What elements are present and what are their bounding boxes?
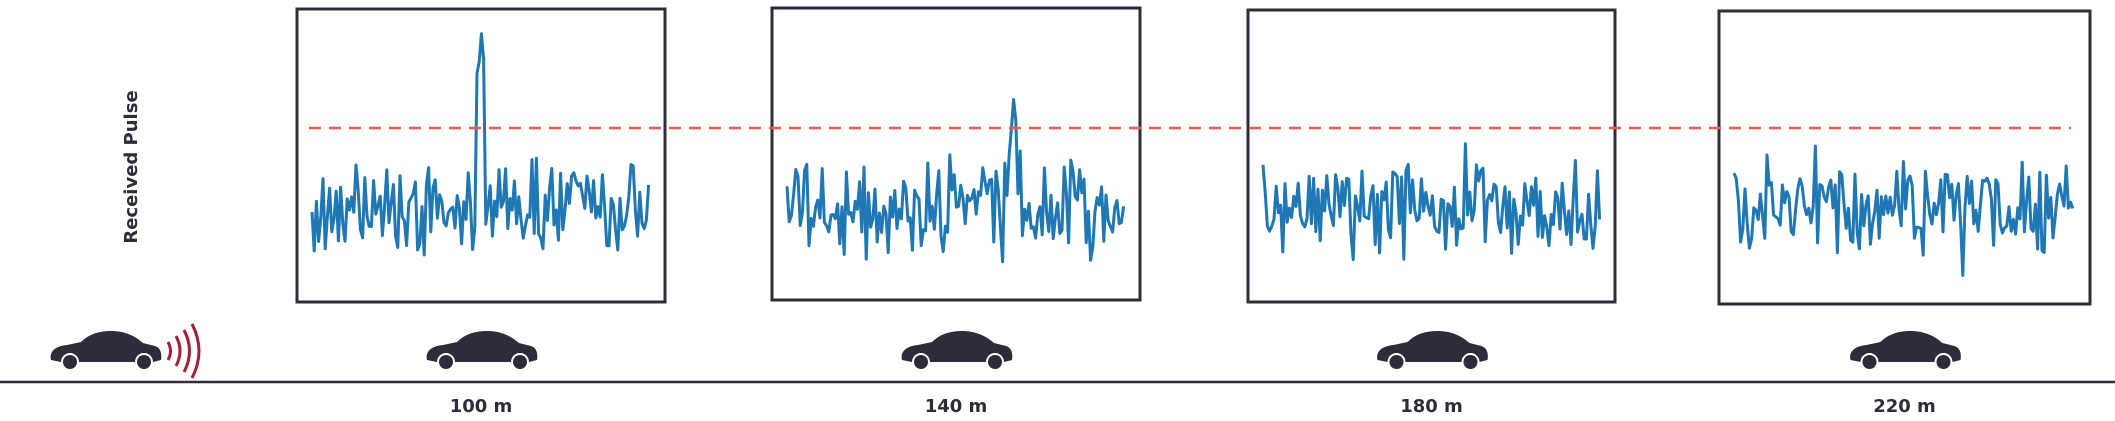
signal-trace bbox=[1732, 144, 2075, 277]
target-cars bbox=[426, 331, 1961, 369]
plot-frame bbox=[1717, 9, 2092, 306]
signal-trace bbox=[310, 32, 651, 257]
distance-labels: 100 m 140 m 180 m 220 m bbox=[450, 396, 1936, 417]
target-car bbox=[1377, 331, 1488, 369]
signal-trace bbox=[785, 98, 1126, 264]
y-axis-label: Received Pulse bbox=[121, 90, 142, 243]
distance-label: 100 m bbox=[450, 396, 513, 417]
target-car bbox=[901, 331, 1013, 369]
target-car bbox=[426, 331, 538, 369]
source-car bbox=[50, 331, 162, 369]
signal-trace bbox=[1261, 142, 1602, 262]
distance-label: 180 m bbox=[1400, 396, 1463, 417]
distance-label: 140 m bbox=[925, 396, 988, 417]
signal-waves bbox=[166, 323, 201, 379]
plot-frame bbox=[770, 6, 1142, 302]
plots bbox=[295, 6, 2092, 306]
target-car bbox=[1850, 331, 1961, 369]
plot-frame bbox=[1246, 8, 1617, 304]
distance-label: 220 m bbox=[1873, 396, 1936, 417]
plot-frame bbox=[295, 7, 667, 304]
